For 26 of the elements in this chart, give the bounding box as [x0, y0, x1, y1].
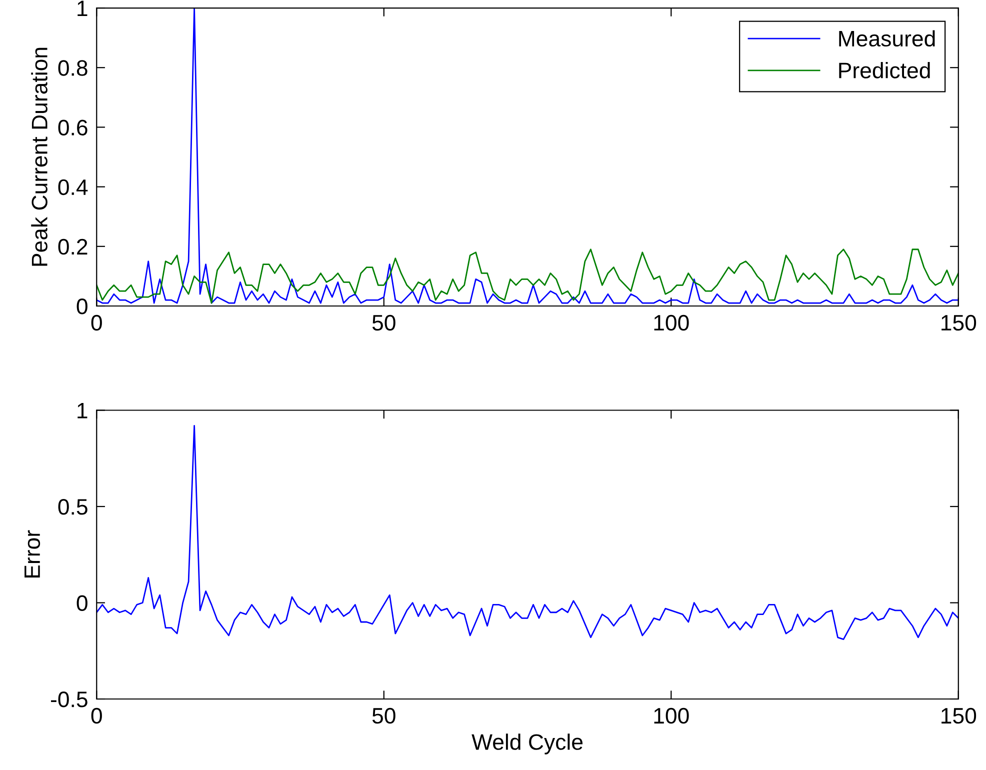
x-tick-label: 150 — [942, 314, 976, 331]
y-tick-label: 0 — [76, 298, 88, 314]
y-tick-label: 1 — [78, 0, 88, 16]
y-tick-label: 0 — [76, 595, 88, 612]
line-series — [96, 248, 958, 304]
legend-label: Predicted — [839, 62, 930, 78]
y-tick-label: 0.4 — [58, 179, 88, 196]
y-tick-label: 0.2 — [58, 238, 88, 255]
x-tick-label: 50 — [372, 314, 396, 331]
x-tick-label: 100 — [654, 708, 689, 724]
x-tick-label: 50 — [372, 708, 396, 724]
y-tick-label: 0.8 — [58, 60, 88, 76]
x-tick-label: 100 — [654, 314, 689, 331]
x-tick-label: 0 — [91, 708, 102, 724]
y-axis-title: Error — [24, 530, 40, 578]
y-tick-label: 1 — [78, 403, 88, 418]
x-tick-label: 150 — [942, 708, 976, 724]
line-series — [96, 424, 958, 640]
y-tick-label: -0.5 — [50, 692, 88, 708]
x-axis-title: Weld Cycle — [472, 734, 583, 754]
line-series — [96, 8, 958, 304]
y-tick-label: 0.6 — [58, 120, 88, 136]
y-tick-label: 0.5 — [58, 499, 88, 515]
y-axis-title: Peak Current Duration — [31, 48, 48, 266]
legend-label: Measured — [839, 30, 935, 47]
x-tick-label: 0 — [91, 314, 102, 331]
